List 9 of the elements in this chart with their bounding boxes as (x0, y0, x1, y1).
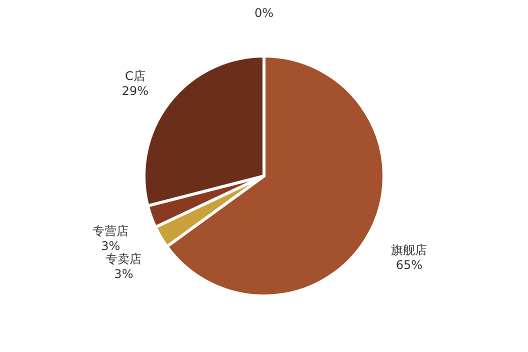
data-label: 29% (122, 84, 149, 98)
data-label: 65% (396, 258, 423, 272)
text: 0% (254, 6, 274, 20)
data-label: 3% (101, 239, 120, 254)
slice-label: 旗舰店 (391, 243, 428, 257)
slice-label: 专卖店 (106, 252, 142, 266)
data-label: 3% (114, 266, 134, 281)
slice-label: C店 (125, 69, 146, 84)
slice-label: 专营店 (92, 224, 129, 238)
